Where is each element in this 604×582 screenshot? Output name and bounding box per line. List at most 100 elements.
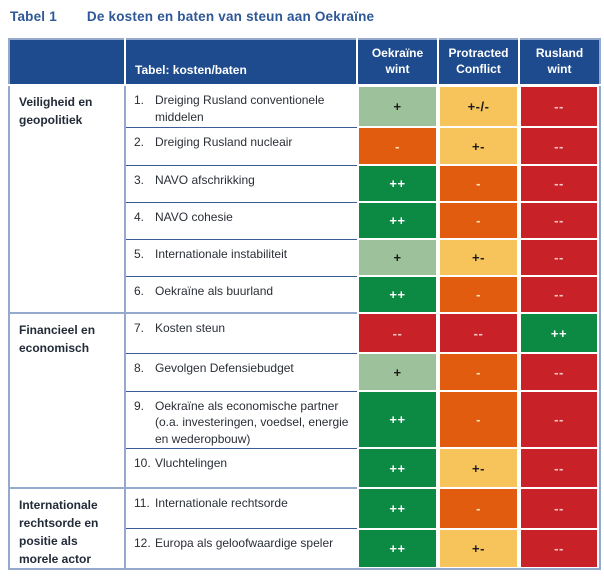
score-chip: - (440, 489, 517, 528)
table-row: 3. NAVO afschrikking ++ - -- (9, 164, 600, 202)
score-chip: -- (521, 87, 597, 126)
item-number: 2. (134, 134, 145, 149)
score-cell: ++ (357, 165, 438, 202)
score-cell: -- (519, 202, 600, 239)
score-chip: ++ (521, 314, 597, 352)
score-cell: -- (519, 528, 600, 570)
score-chip: - (359, 128, 436, 164)
item-cell: 8. Gevolgen Defensiebudget (125, 352, 357, 391)
score-chip: -- (521, 240, 597, 275)
corner-cell (9, 39, 125, 86)
table-row: 5. Internationale instabiliteit + +- -- (9, 238, 600, 276)
item-label: Internationale instabiliteit (155, 246, 288, 261)
table-row: Veiligheid en geopolitiek 1. Dreiging Rusl… (9, 85, 600, 313)
table-body: Veiligheid en geopolitiek 1. Dreiging Rusl… (9, 85, 600, 570)
score-chip: - (440, 277, 517, 312)
table-row: 2. Dreiging Rusland nucleair - +- -- (9, 126, 600, 165)
score-cell: ++ (357, 391, 438, 449)
item-label: Gevolgen Defensiebudget (155, 360, 294, 375)
item-number: 9. (134, 398, 145, 413)
score-cell: +- (438, 528, 519, 570)
score-cell: ++ (519, 313, 600, 353)
item-label: Vluchtelingen (155, 455, 228, 470)
item-label: Oekraïne als economische partner (o.a. i… (155, 398, 349, 447)
score-cell: -- (519, 391, 600, 449)
table-row: Financieel en economisch 7. Kosten steun --… (9, 311, 600, 489)
item-cell: 12. Europa als geloofwaardige speler (125, 528, 357, 570)
item-label: Kosten steun (155, 321, 226, 335)
scenario-header-oekraine-wint: Oekraïne wint (356, 39, 438, 86)
score-chip: -- (521, 203, 597, 238)
score-cell: +- (438, 127, 519, 165)
score-cell: +-/- (438, 85, 519, 127)
score-cell: + (357, 85, 438, 127)
item-label: Oekraïne als buurland (155, 283, 274, 298)
score-chip: -- (521, 449, 597, 488)
category-cell: Financieel en economisch (9, 311, 126, 489)
table-title: De kosten en baten van steun aan Oekraïn… (86, 9, 375, 24)
item-cell: 5. Internationale instabiliteit (125, 238, 357, 276)
score-cell: + (357, 353, 438, 391)
item-label: Dreiging Rusland nucleair (155, 134, 293, 149)
score-chip: ++ (359, 529, 436, 568)
score-cell: -- (519, 85, 600, 127)
item-cell: 4. NAVO cohesie (125, 201, 357, 239)
category-cell: Veiligheid en geopolitiek (9, 85, 126, 313)
costs-benefits-table-wrap: Tabel: kosten/baten Oekraïne wint Protra… (8, 38, 601, 571)
score-chip: +- (440, 240, 517, 275)
score-cell: - (438, 391, 519, 449)
score-cell: -- (438, 313, 519, 353)
costs-benefits-table: Tabel: kosten/baten Oekraïne wint Protra… (8, 38, 601, 571)
score-chip: - (440, 203, 517, 238)
item-column-header: Tabel: kosten/baten (124, 39, 357, 86)
table-row: 9. Oekraïne als economische partner (o.a.… (9, 390, 600, 449)
score-chip: -- (440, 314, 517, 352)
score-cell: -- (519, 353, 600, 391)
score-chip: -- (521, 277, 597, 312)
score-cell: -- (519, 448, 600, 489)
score-cell: -- (519, 239, 600, 276)
score-cell: - (438, 276, 519, 313)
item-number: 8. (134, 360, 145, 375)
score-chip: ++ (359, 449, 436, 488)
score-chip: - (440, 166, 517, 201)
table-header: Tabel: kosten/baten Oekraïne wint Protra… (9, 39, 600, 86)
item-cell: 2. Dreiging Rusland nucleair (125, 126, 357, 165)
item-number: 1. (134, 93, 145, 107)
item-number: 7. (134, 321, 145, 335)
score-chip: ++ (359, 203, 436, 238)
score-cell: +- (438, 239, 519, 276)
score-chip: - (440, 354, 517, 390)
score-chip: +-/- (440, 87, 517, 126)
score-chip: +- (440, 529, 517, 568)
table-row: 12. Europa als geloofwaardige speler ++ +- -… (9, 528, 600, 570)
score-cell: - (438, 488, 519, 529)
scenario-header-protracted-conflict: Protracted Conflict (437, 39, 519, 86)
scenario-header-rusland-wint: Rusland wint (518, 39, 600, 86)
item-cell: 11. Internationale rechtsorde (125, 487, 357, 529)
score-chip: -- (521, 392, 597, 448)
item-cell: 9. Oekraïne als economische partner (o.a.… (125, 390, 357, 449)
score-cell: ++ (357, 448, 438, 489)
item-cell: 6. Oekraïne als buurland (125, 275, 357, 313)
table-row: Internationale rechtsorde en positie als… (9, 487, 600, 570)
table-row: 10. Vluchtelingen ++ +- -- (9, 447, 600, 489)
item-number: 3. (134, 172, 145, 187)
score-cell: - (438, 165, 519, 202)
item-label: NAVO afschrikking (155, 172, 255, 187)
score-chip: + (359, 87, 436, 126)
item-number: 6. (134, 283, 145, 298)
score-cell: ++ (357, 202, 438, 239)
score-chip: + (359, 240, 436, 275)
table-row: 6. Oekraïne als buurland ++ - -- (9, 275, 600, 313)
item-number: 5. (134, 246, 145, 261)
item-label: Internationale rechtsorde (155, 496, 288, 511)
item-cell: 7. Kosten steun (125, 312, 357, 353)
score-chip: -- (521, 354, 597, 390)
item-number: 10. (134, 455, 151, 470)
item-number: 12. (134, 536, 151, 551)
score-chip: -- (521, 166, 597, 201)
score-cell: - (357, 127, 438, 165)
item-cell: 10. Vluchtelingen (125, 447, 357, 489)
table-row: 8. Gevolgen Defensiebudget + - -- (9, 352, 600, 391)
